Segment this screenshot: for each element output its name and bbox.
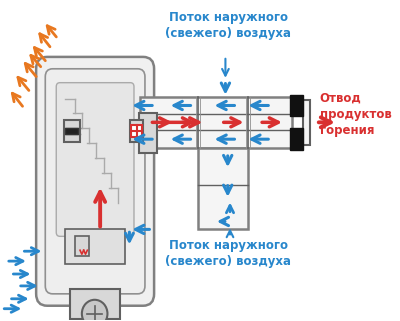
Bar xyxy=(131,125,142,137)
Bar xyxy=(290,95,303,117)
Circle shape xyxy=(82,300,108,321)
FancyBboxPatch shape xyxy=(45,69,145,294)
Text: Отвод
продуктов
горения: Отвод продуктов горения xyxy=(320,92,391,137)
Bar xyxy=(290,128,303,150)
Bar xyxy=(65,230,125,264)
Bar xyxy=(70,289,120,319)
Bar xyxy=(140,97,292,148)
Bar xyxy=(303,100,310,145)
Bar xyxy=(130,120,143,142)
Bar xyxy=(138,113,157,153)
Text: Поток наружного
(свежего) воздуха: Поток наружного (свежего) воздуха xyxy=(165,11,291,40)
Bar xyxy=(198,148,248,230)
Bar xyxy=(65,128,78,134)
Bar xyxy=(74,236,89,256)
Text: Поток наружного
(свежего) воздуха: Поток наружного (свежего) воздуха xyxy=(165,239,291,268)
FancyBboxPatch shape xyxy=(56,83,134,236)
FancyBboxPatch shape xyxy=(36,57,154,306)
Bar xyxy=(64,120,80,142)
